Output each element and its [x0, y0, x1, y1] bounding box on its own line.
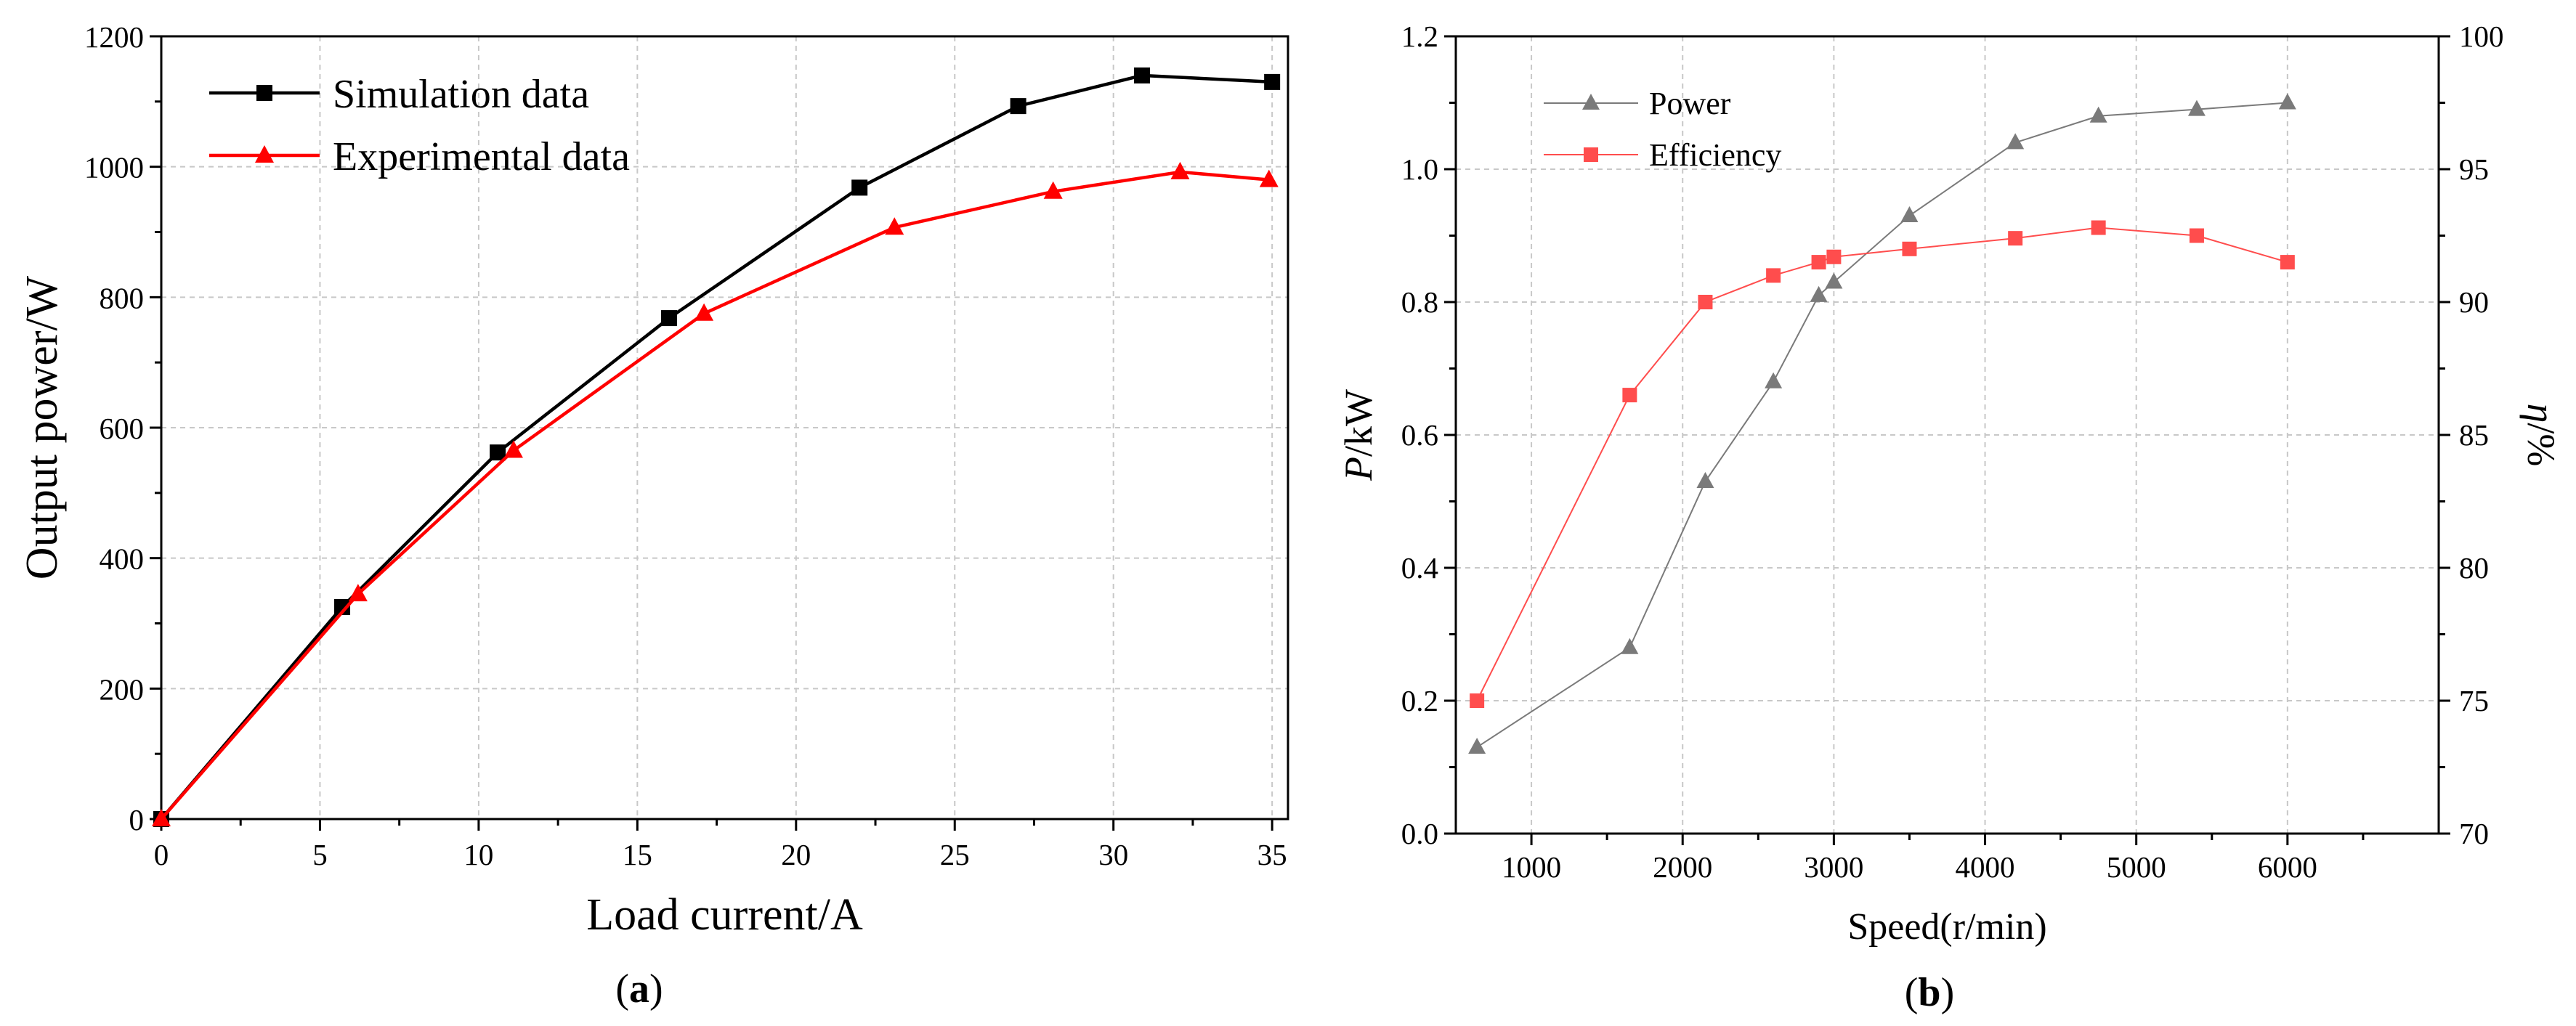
y-tick-label: 0.6 [1401, 418, 1438, 452]
y-tick-label: 0.4 [1401, 551, 1438, 585]
legend-label: Experimental data [333, 134, 630, 179]
x-tick-label: 2000 [1653, 850, 1712, 884]
y-axis-title: P/kW [1337, 389, 1380, 481]
x-tick-label: 5 [312, 838, 328, 871]
y-tick-label: 0.8 [1401, 285, 1438, 319]
data-point [503, 440, 523, 458]
data-point [348, 584, 368, 602]
panel-label-a: (a) [615, 966, 663, 1011]
x-tick-label: 20 [781, 838, 811, 871]
x-tick-label: 10 [463, 838, 493, 871]
y-tick-label: 400 [100, 542, 145, 576]
data-point [1811, 255, 1826, 270]
y-tick-label: 1000 [84, 151, 144, 184]
data-point [1468, 738, 1486, 754]
data-point [1825, 272, 1843, 289]
y2-tick-label: 70 [2459, 817, 2489, 850]
y-tick-label: 0.2 [1401, 684, 1438, 717]
x-axis-title: Load current/A [586, 890, 863, 940]
data-point [2280, 255, 2295, 270]
legend-label: Efficiency [1649, 137, 1781, 173]
data-point [1765, 372, 1783, 388]
data-point [1259, 169, 1279, 187]
legend-label: Power [1649, 86, 1731, 121]
y2-tick-label: 85 [2459, 418, 2489, 452]
y-tick-label: 200 [100, 672, 145, 706]
y-tick-label: 1200 [84, 20, 144, 54]
data-point [1470, 693, 1485, 708]
data-point [1766, 268, 1781, 283]
y2-tick-label: 80 [2459, 551, 2489, 585]
data-point [2006, 133, 2025, 150]
data-point [152, 809, 171, 826]
y-tick-label: 1.0 [1401, 152, 1438, 186]
data-point [490, 444, 506, 461]
data-point [2008, 231, 2023, 246]
legend-marker [1584, 147, 1598, 162]
y-tick-label: 0 [129, 803, 145, 836]
series-line-experimental [160, 170, 1269, 821]
y-tick-label: 1.2 [1401, 20, 1438, 53]
x-tick-label: 3000 [1804, 850, 1863, 884]
legend-marker [256, 85, 272, 101]
data-point [2187, 99, 2206, 116]
data-point [1902, 241, 1917, 256]
y-axis-title: Output power/W [17, 275, 67, 579]
data-point [1622, 388, 1637, 403]
series-line-efficiency [1476, 227, 2288, 701]
y-tick-label: 800 [100, 281, 145, 314]
data-point [1264, 73, 1281, 90]
x-tick-label: 5000 [2107, 850, 2166, 884]
x-tick-label: 30 [1098, 838, 1128, 871]
y-tick-label: 0.0 [1401, 817, 1438, 850]
data-point [851, 179, 868, 196]
data-point [1134, 67, 1151, 84]
y-tick-label: 600 [100, 412, 145, 445]
data-point [1170, 161, 1190, 179]
data-point [694, 303, 714, 321]
series-line-power [1476, 102, 2288, 748]
chart-panel-b: 1000 2000 3000 4000 5000 6000 0.0 0.2 0.4 0.6 0.8 1… [1337, 20, 2563, 1015]
data-point [1043, 181, 1063, 199]
data-point [2189, 228, 2204, 243]
data-point [2091, 220, 2106, 235]
data-point [1696, 472, 1714, 489]
data-point [1826, 249, 1842, 264]
data-point [885, 217, 904, 235]
data-point [1621, 638, 1639, 654]
panel-label-b: (b) [1905, 970, 1954, 1015]
y2-tick-label: 75 [2459, 684, 2489, 717]
data-point [2278, 93, 2296, 110]
data-point [1900, 206, 1919, 223]
data-point [334, 599, 351, 616]
x-tick-label: 1000 [1502, 850, 1561, 884]
y2-tick-label: 100 [2459, 20, 2504, 53]
x-tick-label: 35 [1257, 838, 1287, 871]
x-tick-label: 0 [154, 838, 169, 871]
x-axis-title: Speed(r/min) [1847, 906, 2046, 948]
data-point [1810, 285, 1828, 302]
y2-tick-label: 95 [2459, 152, 2489, 186]
y2-tick-label: 90 [2459, 285, 2489, 319]
legend-marker [255, 145, 274, 163]
y2-axis-title: η/% [2519, 404, 2563, 467]
legend-label: Simulation data [333, 72, 589, 117]
data-point [1698, 295, 1713, 309]
x-tick-label: 6000 [2258, 850, 2317, 884]
series-line-simulation [160, 73, 1273, 821]
data-point [661, 310, 678, 327]
chart-panel-a: 0 5 10 15 20 25 30 35 0 200 400 600 800 1000 1200 Load … [17, 20, 1289, 1011]
x-tick-label: 15 [623, 838, 652, 871]
x-tick-label: 4000 [1956, 850, 2015, 884]
data-point [1010, 98, 1026, 115]
x-tick-label: 25 [940, 838, 970, 871]
legend-marker [1582, 94, 1600, 110]
data-point [2089, 106, 2107, 123]
